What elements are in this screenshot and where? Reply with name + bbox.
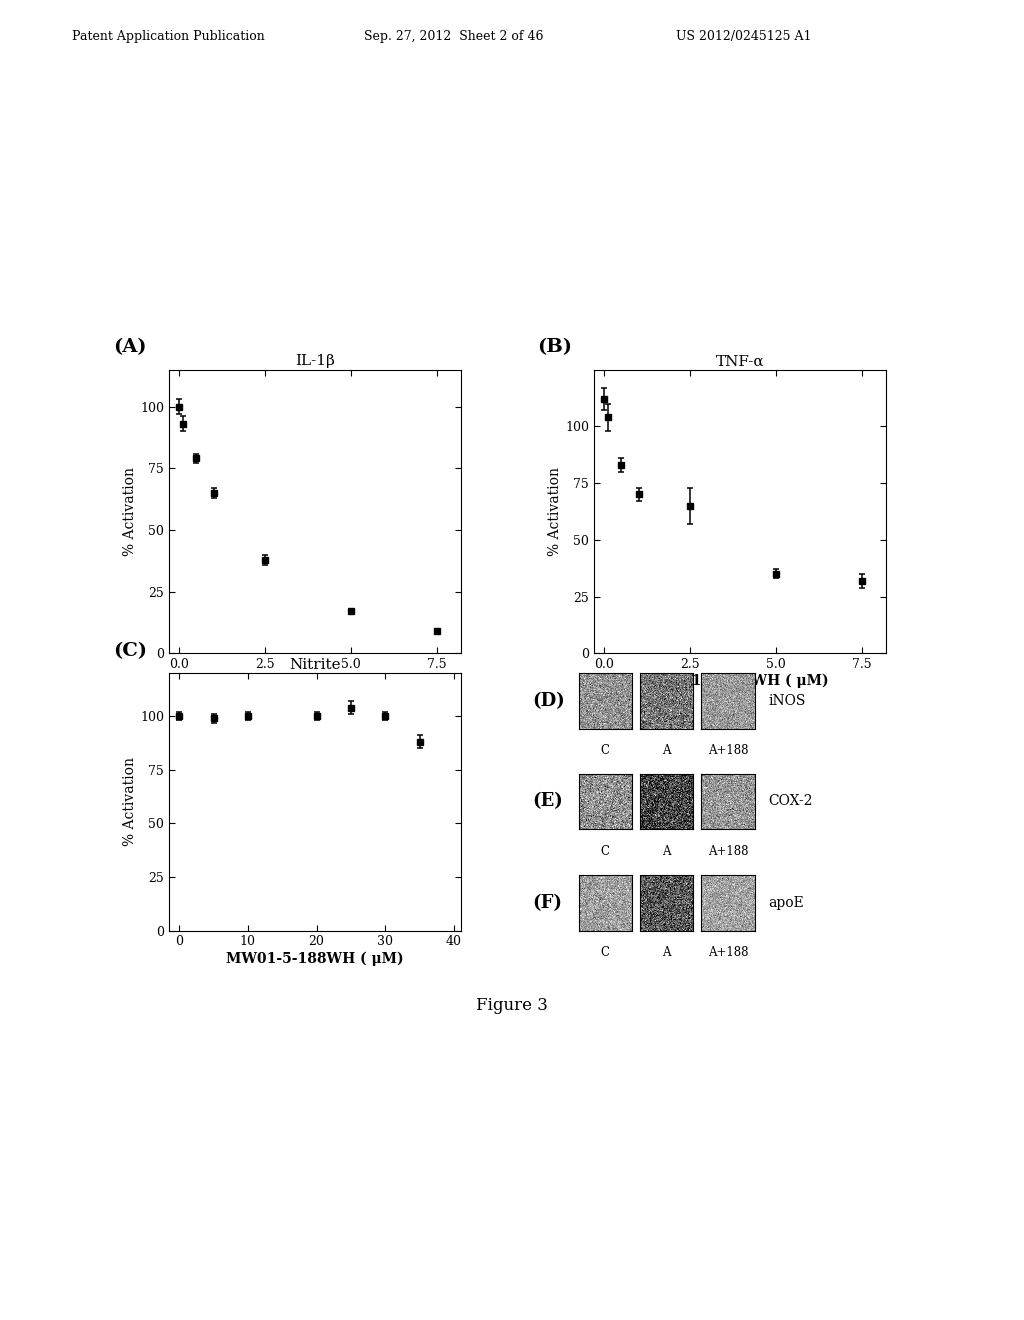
Text: (D): (D) (532, 692, 565, 710)
Text: Patent Application Publication: Patent Application Publication (72, 30, 264, 44)
X-axis label: MW01-5-188WH ( μM): MW01-5-188WH ( μM) (226, 675, 403, 689)
Text: A+188: A+188 (708, 845, 749, 858)
Title: TNF-α: TNF-α (716, 355, 764, 368)
X-axis label: MW01-5-188WH ( μM): MW01-5-188WH ( μM) (651, 675, 828, 689)
Text: (F): (F) (532, 894, 562, 912)
Text: A+188: A+188 (708, 744, 749, 758)
Text: A+188: A+188 (708, 946, 749, 960)
Y-axis label: % Activation: % Activation (123, 758, 137, 846)
Text: A: A (663, 845, 671, 858)
Text: COX-2: COX-2 (768, 795, 812, 808)
Y-axis label: % Activation: % Activation (548, 467, 562, 556)
Text: (A): (A) (113, 338, 146, 356)
Text: US 2012/0245125 A1: US 2012/0245125 A1 (676, 30, 811, 44)
Text: (E): (E) (532, 792, 563, 810)
Text: (B): (B) (538, 338, 572, 356)
Text: Sep. 27, 2012  Sheet 2 of 46: Sep. 27, 2012 Sheet 2 of 46 (364, 30, 543, 44)
Text: A: A (663, 744, 671, 758)
Text: (C): (C) (113, 642, 146, 660)
Title: IL-1β: IL-1β (295, 355, 335, 368)
Text: C: C (601, 946, 609, 960)
Text: Figure 3: Figure 3 (476, 997, 548, 1014)
Title: Nitrite: Nitrite (289, 659, 341, 672)
Text: A: A (663, 946, 671, 960)
Text: C: C (601, 845, 609, 858)
Text: C: C (601, 744, 609, 758)
Y-axis label: % Activation: % Activation (123, 467, 137, 556)
Text: apoE: apoE (768, 896, 804, 909)
X-axis label: MW01-5-188WH ( μM): MW01-5-188WH ( μM) (226, 952, 403, 966)
Text: iNOS: iNOS (768, 694, 805, 708)
